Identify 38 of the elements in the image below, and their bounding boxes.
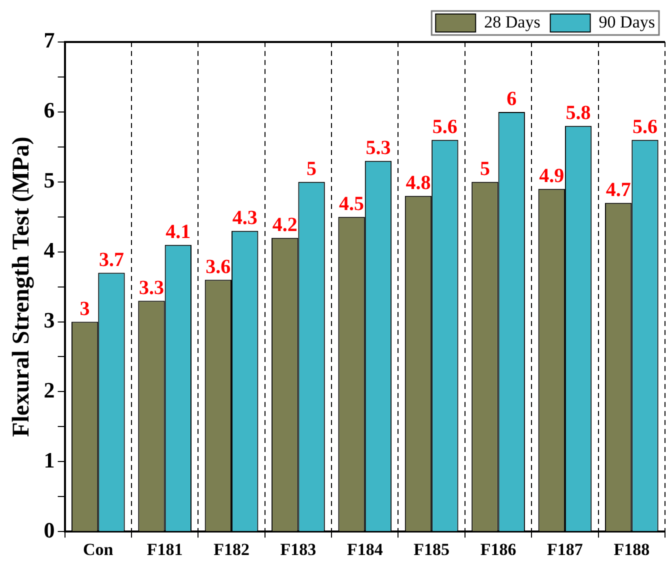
x-tick-label: F182 bbox=[214, 540, 250, 560]
x-tick-label: F181 bbox=[146, 540, 183, 560]
data-label: 6 bbox=[506, 88, 517, 110]
x-tick-label: F185 bbox=[414, 540, 450, 560]
y-tick-label: 5 bbox=[44, 168, 55, 193]
data-label: 3.7 bbox=[98, 248, 124, 271]
x-tick-label: F183 bbox=[280, 540, 316, 560]
y-tick-label: 1 bbox=[44, 447, 55, 472]
data-label: 4.7 bbox=[606, 179, 631, 202]
data-label: 5 bbox=[306, 158, 317, 180]
data-label: 4.8 bbox=[406, 172, 431, 194]
y-tick-label: 6 bbox=[44, 98, 55, 123]
data-label: 5 bbox=[480, 158, 490, 180]
y-tick-label: 7 bbox=[44, 28, 55, 53]
x-tick-label: F188 bbox=[614, 540, 650, 560]
legend-label: 90 Days bbox=[598, 12, 656, 32]
x-tick-label: F184 bbox=[346, 540, 384, 560]
data-label: 5.6 bbox=[432, 116, 458, 138]
y-tick-label: 4 bbox=[44, 238, 55, 263]
y-tick-label: 0 bbox=[44, 517, 55, 542]
y-tick-label: 2 bbox=[44, 377, 55, 402]
y-tick-label: 3 bbox=[44, 307, 55, 332]
data-label: 5.3 bbox=[366, 137, 391, 160]
x-tick-label: Con bbox=[83, 540, 114, 560]
data-label: 4.3 bbox=[232, 207, 258, 230]
data-label: 3.3 bbox=[138, 276, 164, 299]
data-label: 3 bbox=[80, 298, 90, 320]
data-label: 4.5 bbox=[339, 193, 364, 216]
data-label: 3.6 bbox=[206, 256, 231, 278]
data-label: 4.1 bbox=[166, 221, 191, 244]
x-tick-label: F186 bbox=[480, 540, 516, 560]
data-label: 5.8 bbox=[566, 102, 591, 124]
data-label: 4.2 bbox=[272, 214, 298, 236]
x-tick-label: F187 bbox=[547, 540, 584, 560]
legend-label: 28 Days bbox=[484, 12, 540, 32]
data-label: 5.6 bbox=[632, 116, 658, 138]
y-axis-title: Flexural Strength Test (MPa) bbox=[8, 136, 35, 437]
data-label: 4.9 bbox=[539, 165, 564, 188]
